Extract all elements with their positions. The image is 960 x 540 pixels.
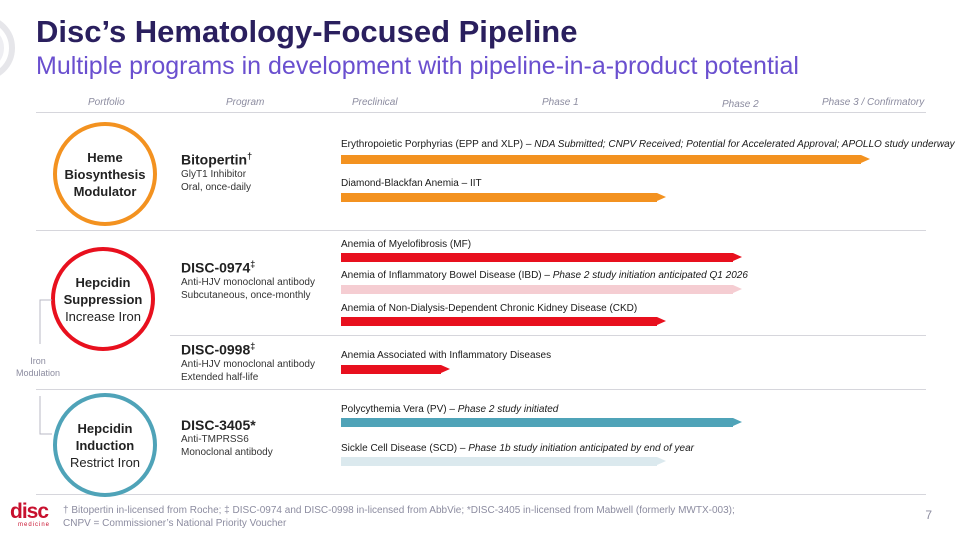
- decorative-ring-icon: [0, 20, 15, 76]
- portfolio-label: Restrict Iron: [69, 454, 141, 470]
- portfolio-label: Hepcidin: [77, 420, 133, 436]
- portfolio-hepcidin-induction: Hepcidin Induction Restrict Iron: [53, 393, 157, 497]
- program-mechanism: GlyT1 Inhibitor: [181, 168, 247, 180]
- page-subtitle: Multiple programs in development with pi…: [36, 52, 799, 80]
- column-header-program: Program: [226, 97, 265, 108]
- iron-modulation-bracket: [39, 299, 52, 435]
- section-divider: [36, 494, 926, 495]
- program-disc-0998: DISC-0998‡ Anti-HJV monoclonal antibody …: [181, 341, 315, 384]
- portfolio-label: Biosynthesis: [64, 166, 146, 182]
- program-disc-0974: DISC-0974‡ Anti-HJV monoclonal antibody …: [181, 259, 315, 302]
- indication-mf: Anemia of Myelofibrosis (MF): [341, 239, 472, 250]
- column-header-portfolio: Portfolio: [88, 97, 125, 108]
- program-dosing: Oral, once-daily: [181, 181, 252, 193]
- progress-bar-dba: [341, 193, 666, 202]
- portfolio-label: Increase Iron: [65, 308, 141, 324]
- footnote-cnpv: CNPV = Commissioner’s National Priority …: [63, 518, 287, 529]
- page-title: Disc’s Hematology-Focused Pipeline: [36, 14, 578, 49]
- program-bitopertin: Bitopertin† GlyT1 Inhibitor Oral, once-d…: [181, 151, 252, 194]
- program-name: Bitopertin†: [181, 151, 253, 168]
- column-header-phase2: Phase 2: [722, 99, 759, 110]
- portfolio-label: Induction: [75, 437, 135, 453]
- program-dosing: Subcutaneous, once-monthly: [181, 289, 311, 301]
- portfolio-label: Heme: [87, 149, 123, 165]
- progress-bar-ckd: [341, 317, 666, 326]
- indication-dba: Diamond-Blackfan Anemia – IIT: [341, 178, 482, 189]
- indication-inflammatory: Anemia Associated with Inflammatory Dise…: [341, 350, 552, 361]
- progress-bar-inflammatory: [341, 365, 450, 374]
- section-divider: [36, 230, 926, 231]
- column-header-phase3: Phase 3 / Confirmatory: [822, 97, 925, 108]
- program-disc-3405: DISC-3405* Anti-TMPRSS6 Monoclonal antib…: [181, 417, 273, 459]
- portfolio-label: Modulator: [73, 183, 137, 199]
- column-header-phase1: Phase 1: [542, 97, 579, 108]
- progress-bar-epp-xlp: [341, 155, 870, 164]
- column-header-preclinical: Preclinical: [352, 97, 398, 108]
- indication-ckd: Anemia of Non-Dialysis-Dependent Chronic…: [341, 303, 638, 314]
- program-name: DISC-3405*: [181, 417, 256, 433]
- progress-bar-mf: [341, 253, 742, 262]
- section-divider: [170, 335, 926, 336]
- portfolio-label: Suppression: [63, 291, 143, 307]
- program-dosing: Monoclonal antibody: [181, 447, 273, 458]
- program-mechanism: Anti-TMPRSS6: [181, 434, 249, 445]
- progress-bar-scd: [341, 457, 666, 466]
- header-divider: [36, 112, 926, 113]
- program-dosing: Extended half-life: [181, 371, 259, 383]
- progress-bar-ibd: [341, 285, 742, 294]
- portfolio-heme-biosynthesis: Heme Biosynthesis Modulator: [53, 122, 157, 226]
- footnote-licensing: † Bitopertin in-licensed from Roche; ‡ D…: [63, 505, 735, 516]
- iron-modulation-label: Iron Modulation: [15, 356, 61, 378]
- program-name: DISC-0998‡: [181, 341, 256, 358]
- progress-bar-pv: [341, 418, 742, 427]
- indication-epp-xlp: Erythropoietic Porphyrias (EPP and XLP) …: [341, 139, 955, 150]
- program-mechanism: Anti-HJV monoclonal antibody: [181, 276, 315, 288]
- indication-ibd: Anemia of Inflammatory Bowel Disease (IB…: [341, 270, 748, 281]
- indication-pv: Polycythemia Vera (PV) – Phase 2 study i…: [341, 404, 559, 415]
- company-logo: disc: [10, 500, 49, 523]
- portfolio-hepcidin-suppression: Hepcidin Suppression Increase Iron: [51, 247, 155, 351]
- indication-scd: Sickle Cell Disease (SCD) – Phase 1b stu…: [341, 443, 694, 454]
- company-logo-tagline: medicine: [18, 522, 51, 528]
- program-name: DISC-0974‡: [181, 259, 256, 276]
- page-number: 7: [925, 508, 932, 522]
- portfolio-label: Hepcidin: [75, 274, 131, 290]
- program-mechanism: Anti-HJV monoclonal antibody: [181, 358, 315, 370]
- section-divider: [36, 389, 926, 390]
